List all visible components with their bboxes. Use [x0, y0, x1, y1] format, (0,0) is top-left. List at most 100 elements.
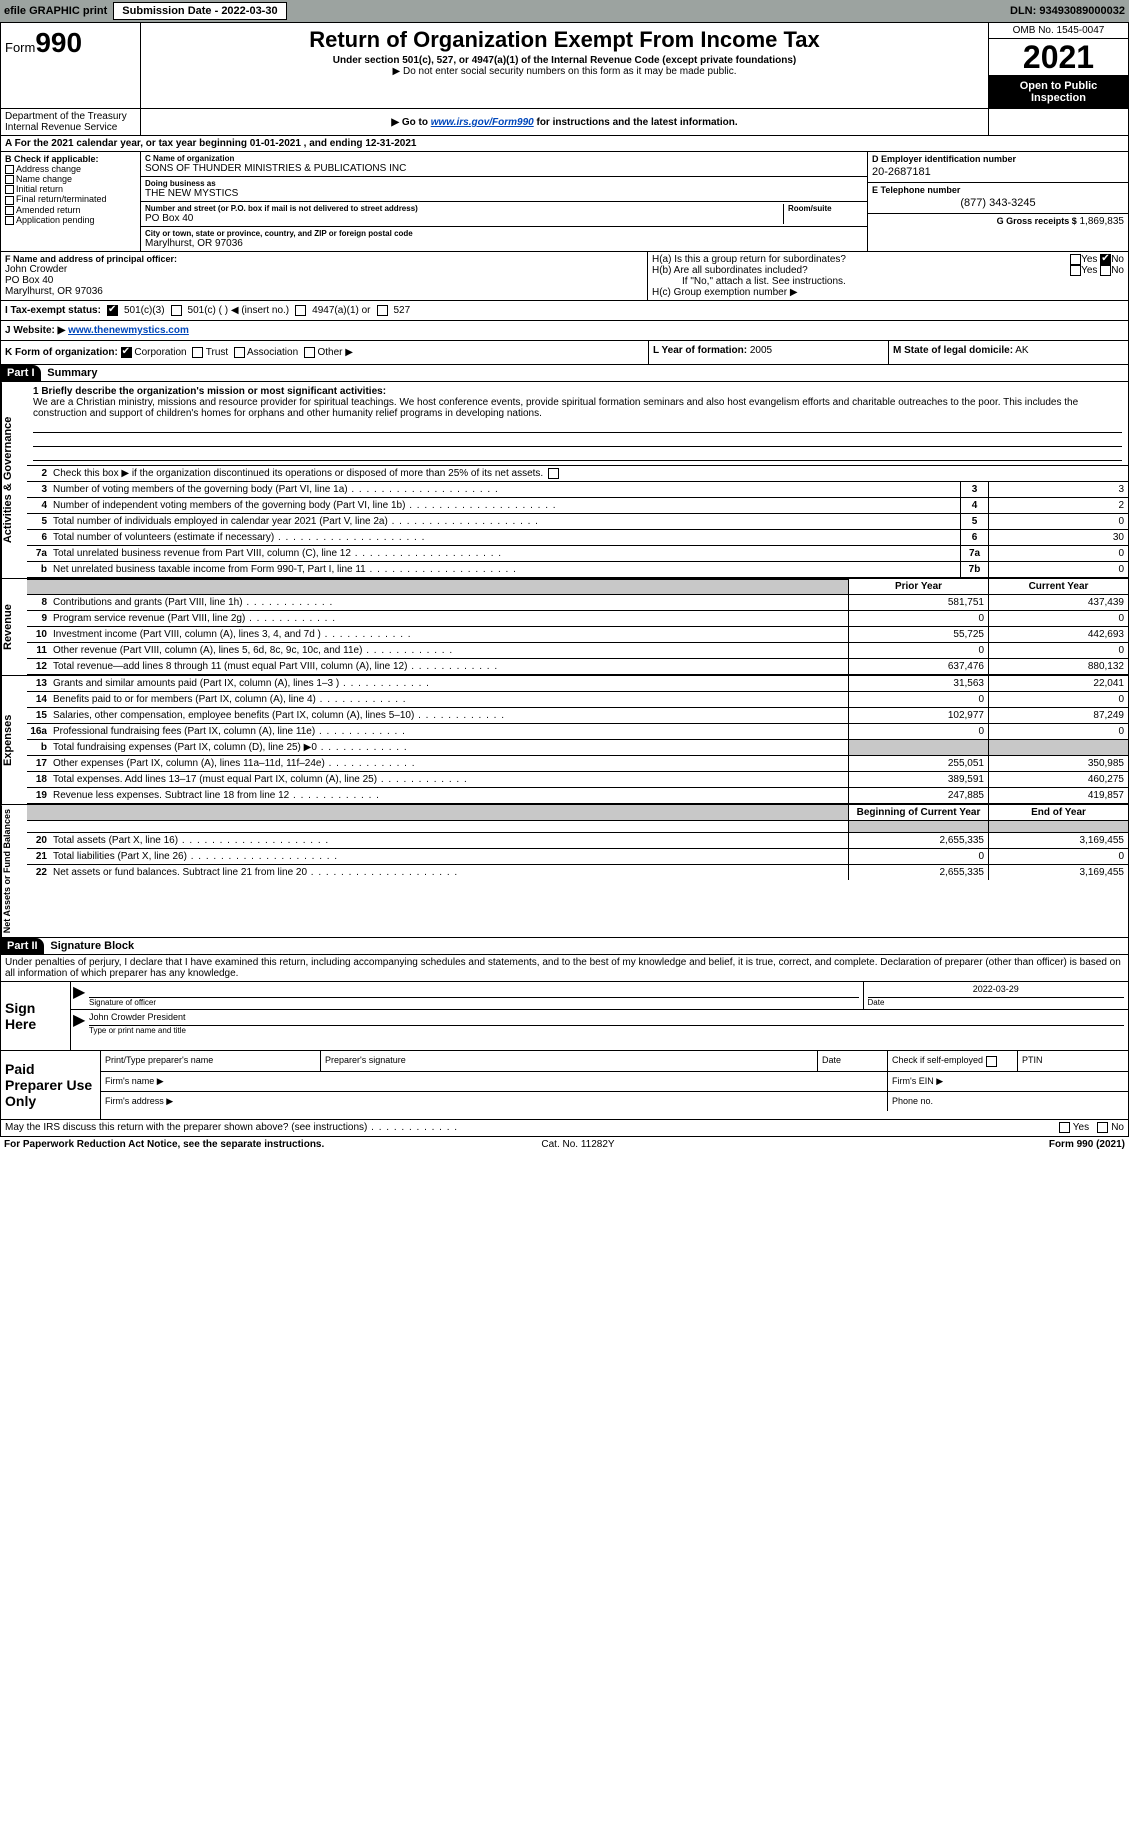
prior-value: 637,476: [848, 659, 988, 674]
line-value: 0: [988, 546, 1128, 561]
row-i: I Tax-exempt status: 501(c)(3) 501(c) ( …: [0, 301, 1129, 321]
checkbox-icon[interactable]: [295, 305, 306, 316]
d-label: D Employer identification number: [872, 154, 1124, 164]
col-current: Current Year: [988, 579, 1128, 594]
irs-link[interactable]: www.irs.gov/Form990: [431, 117, 534, 128]
c-street-cell: Number and street (or P.O. box if mail i…: [141, 202, 867, 227]
revenue-line: 11 Other revenue (Part VIII, column (A),…: [27, 643, 1128, 659]
ha-no: No: [1111, 254, 1124, 265]
f-officer: F Name and address of principal officer:…: [1, 252, 648, 300]
header-mid: Return of Organization Exempt From Incom…: [141, 23, 988, 108]
current-value: 442,693: [988, 627, 1128, 642]
firm-addr-label: Firm's address ▶: [101, 1092, 888, 1111]
expense-line: 17 Other expenses (Part IX, column (A), …: [27, 756, 1128, 772]
checkbox-icon[interactable]: [192, 347, 203, 358]
checkbox-icon[interactable]: [1097, 1122, 1108, 1133]
checkbox-checked-icon[interactable]: [107, 305, 118, 316]
prior-value: 247,885: [848, 788, 988, 803]
col-d: D Employer identification number 20-2687…: [868, 152, 1128, 251]
part-ii-tab: Part II: [1, 938, 44, 954]
i-501c3: 501(c)(3): [124, 305, 165, 316]
checkbox-icon[interactable]: [1059, 1122, 1070, 1133]
checkbox-icon[interactable]: [1070, 265, 1081, 276]
c-dba-cell: Doing business as THE NEW MYSTICS: [141, 177, 867, 202]
prior-value: 0: [848, 692, 988, 707]
arrow-icon: ▶: [71, 1010, 85, 1037]
begin-value: 0: [848, 849, 988, 864]
pt-name-label: Print/Type preparer's name: [101, 1051, 321, 1070]
l-cell: L Year of formation: 2005: [649, 341, 889, 364]
g-label: G Gross receipts $: [997, 216, 1077, 226]
side-governance: Activities & Governance: [1, 382, 27, 578]
line-2: 2 Check this box ▶ if the organization d…: [27, 466, 1128, 482]
signature-field[interactable]: [89, 984, 859, 998]
checkbox-icon[interactable]: [986, 1056, 997, 1067]
k-other: Other ▶: [317, 347, 352, 358]
current-value: 0: [988, 643, 1128, 658]
phone-value: (877) 343-3245: [872, 195, 1124, 211]
firm-phone-label: Phone no.: [888, 1092, 1128, 1111]
current-value: 0: [988, 692, 1128, 707]
e-phone-cell: E Telephone number (877) 343-3245: [868, 183, 1128, 214]
prior-value: 581,751: [848, 595, 988, 610]
checkbox-icon[interactable]: [304, 347, 315, 358]
prior-value: 102,977: [848, 708, 988, 723]
header-right: OMB No. 1545-0047 2021 Open to Public In…: [988, 23, 1128, 108]
pt-check: Check if self-employed: [888, 1051, 1018, 1070]
sig-date-value: 2022-03-29: [868, 984, 1125, 998]
checkbox-icon[interactable]: [5, 206, 14, 215]
hb-note: If "No," attach a list. See instructions…: [652, 276, 1124, 287]
expense-line: 15 Salaries, other compensation, employe…: [27, 708, 1128, 724]
website-link[interactable]: www.thenewmystics.com: [68, 325, 189, 336]
line-1: 1 Briefly describe the organization's mi…: [27, 382, 1128, 466]
d-ein-cell: D Employer identification number 20-2687…: [868, 152, 1128, 183]
checkbox-icon[interactable]: [377, 305, 388, 316]
current-value: 87,249: [988, 708, 1128, 723]
checkbox-icon[interactable]: [548, 468, 559, 479]
paid-preparer-right: Print/Type preparer's name Preparer's si…: [101, 1051, 1128, 1119]
open-inspection: Open to Public Inspection: [989, 76, 1128, 108]
checkbox-icon[interactable]: [5, 216, 14, 225]
checkbox-icon[interactable]: [1070, 254, 1081, 265]
checkbox-icon[interactable]: [1100, 265, 1111, 276]
sig-line-2: ▶ John Crowder President Type or print n…: [71, 1010, 1128, 1037]
goto-link-row: ▶ Go to www.irs.gov/Form990 for instruct…: [141, 109, 988, 135]
section-revenue: Revenue Prior Year Current Year 8 Contri…: [0, 579, 1129, 676]
checkbox-icon[interactable]: [5, 165, 14, 174]
g-gross-cell: G Gross receipts $ 1,869,835: [868, 214, 1128, 229]
form-note1: ▶ Do not enter social security numbers o…: [149, 66, 980, 77]
pt-ptin-label: PTIN: [1018, 1051, 1128, 1070]
prep-row-1: Print/Type preparer's name Preparer's si…: [101, 1051, 1128, 1071]
sig-officer-label: Signature of officer: [89, 998, 859, 1007]
checkbox-icon[interactable]: [5, 175, 14, 184]
checkbox-checked-icon[interactable]: [1100, 254, 1111, 265]
b-header: B Check if applicable:: [5, 154, 136, 164]
revenue-line: 10 Investment income (Part VIII, column …: [27, 627, 1128, 643]
checkbox-icon[interactable]: [234, 347, 245, 358]
officer-street: PO Box 40: [5, 275, 643, 286]
col-end: End of Year: [988, 805, 1128, 820]
checkbox-icon[interactable]: [5, 185, 14, 194]
officer-city: Marylhurst, OR 97036: [5, 286, 643, 297]
goto-pre: ▶ Go to: [391, 117, 430, 128]
k-trust: Trust: [206, 347, 228, 358]
line1-label: 1 Briefly describe the organization's mi…: [33, 386, 1122, 397]
header-right-spacer: [988, 109, 1128, 135]
prior-value: 0: [848, 643, 988, 658]
checkbox-icon[interactable]: [5, 196, 14, 205]
expense-line: 19 Revenue less expenses. Subtract line …: [27, 788, 1128, 804]
col-b: B Check if applicable: Address change Na…: [1, 152, 141, 251]
treasury-dept: Department of the Treasury Internal Reve…: [1, 109, 141, 135]
revenue-line: 9 Program service revenue (Part VIII, li…: [27, 611, 1128, 627]
checkbox-icon[interactable]: [171, 305, 182, 316]
prior-value: 55,725: [848, 627, 988, 642]
expense-line: 13 Grants and similar amounts paid (Part…: [27, 676, 1128, 692]
current-value: 0: [988, 611, 1128, 626]
side-expenses: Expenses: [1, 676, 27, 804]
k-label: K Form of organization:: [5, 347, 118, 358]
netassets-line: 21 Total liabilities (Part X, line 26) 0…: [27, 849, 1128, 865]
checkbox-checked-icon[interactable]: [121, 347, 132, 358]
b-item-pending: Application pending: [5, 215, 136, 225]
current-value: 880,132: [988, 659, 1128, 674]
line-box: 7b: [960, 562, 988, 577]
